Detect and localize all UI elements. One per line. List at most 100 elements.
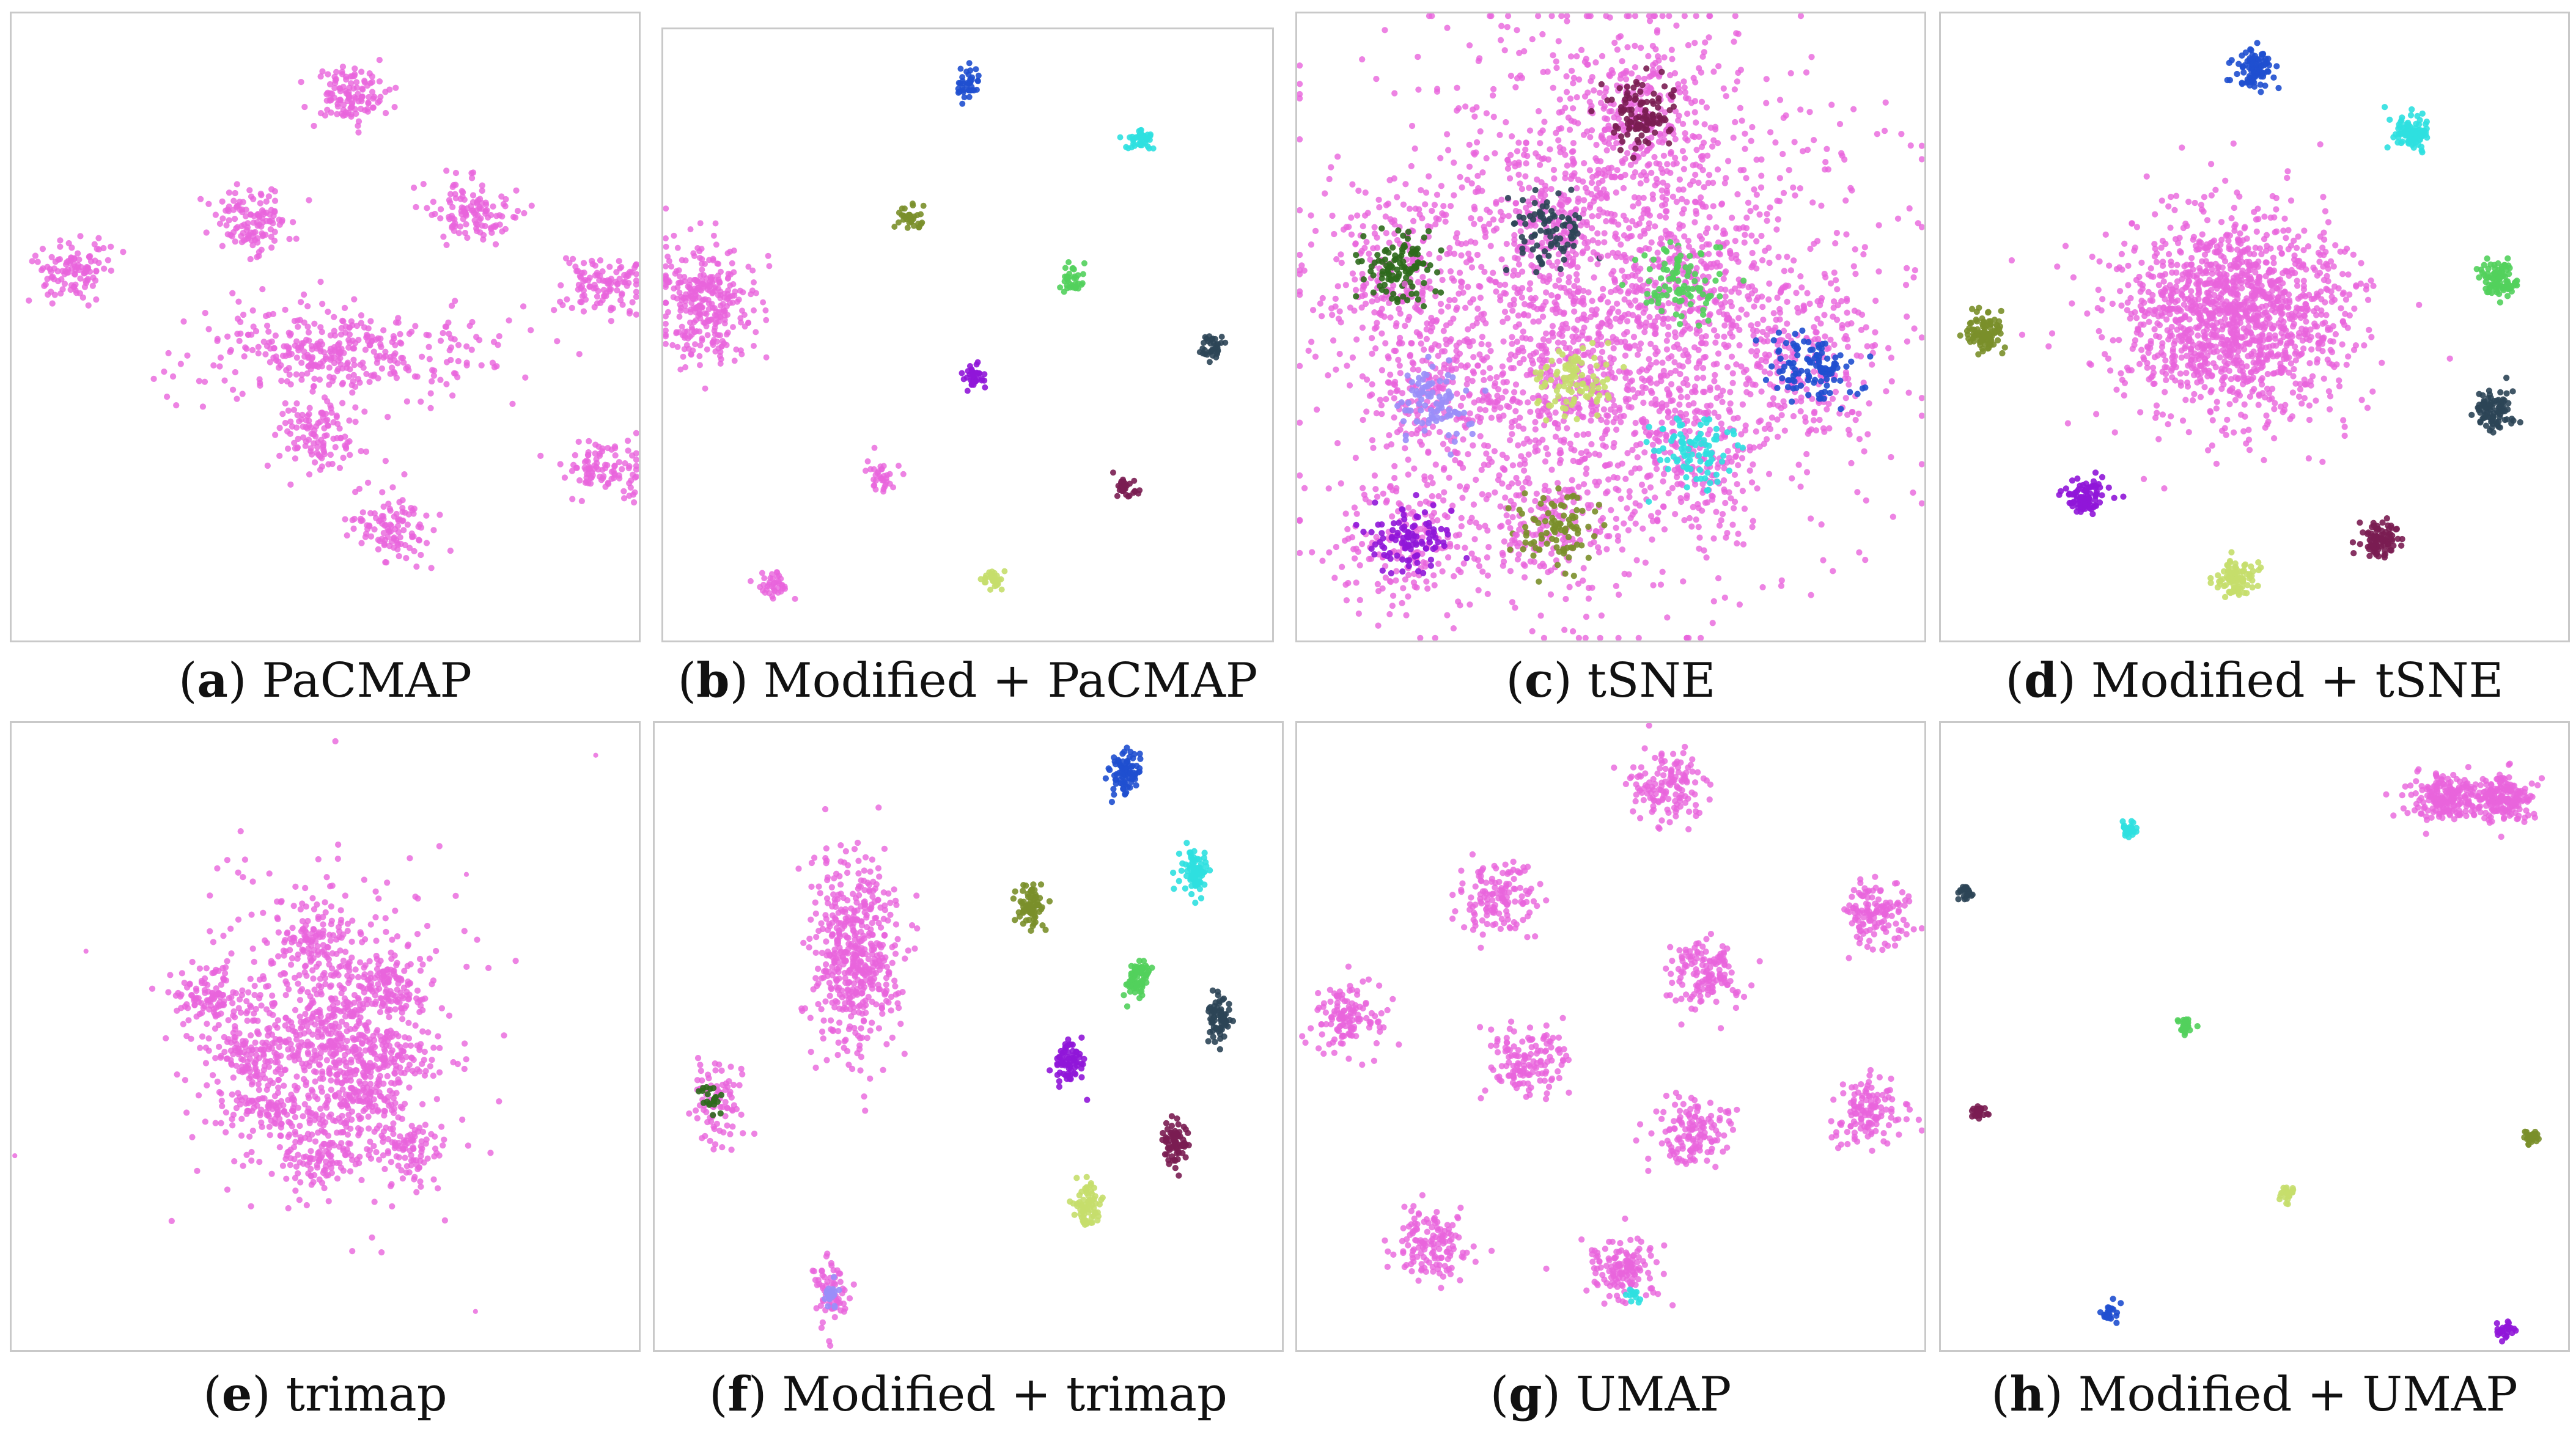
point [173,402,180,409]
point [1537,210,1544,217]
point [1811,376,1819,383]
point [1487,243,1494,249]
point [1468,264,1476,271]
point [367,342,374,349]
cluster-c-8-green [1619,238,1747,329]
point [32,252,39,259]
point [1656,285,1663,293]
point [306,337,312,344]
point [295,435,301,442]
point [1767,381,1773,388]
cluster-c-10-blue [1753,327,1874,413]
point [610,468,617,474]
point [1584,239,1591,246]
point [633,293,639,300]
point [1826,425,1833,432]
point [663,273,669,280]
point [1641,227,1647,234]
point [1803,386,1810,393]
point [1701,547,1707,554]
point [1297,62,1303,69]
point [1657,130,1663,138]
point [1583,56,1590,62]
point [1329,212,1336,219]
point [1905,389,1912,396]
point [700,296,707,303]
point [1520,425,1527,432]
point [309,388,316,395]
point [724,296,730,303]
point [1748,232,1755,239]
point [1647,340,1654,347]
point [386,86,393,93]
point [358,448,364,455]
point [1831,298,1838,305]
point [1078,281,1085,288]
point [1580,577,1586,584]
point [1523,160,1529,167]
point [1676,176,1683,183]
point [982,575,988,581]
point [473,199,480,206]
point [1540,274,1547,281]
point [429,211,435,218]
point [1394,237,1401,244]
point [1729,521,1736,528]
point [1451,251,1458,257]
point [1910,489,1916,496]
point [1619,160,1626,166]
point [391,369,397,375]
point [100,244,107,252]
point [1632,64,1639,71]
point [1419,288,1426,295]
point [258,246,265,253]
point [1451,277,1457,284]
point [50,273,56,281]
point [740,289,746,296]
point [704,317,711,323]
point [1528,238,1535,245]
point [1584,336,1591,342]
point [1825,166,1831,173]
point [1626,225,1633,232]
point [712,325,718,331]
point [1748,283,1756,290]
point [1689,133,1696,140]
point [285,344,292,351]
point [418,398,424,405]
point [1600,371,1607,378]
point [979,376,985,382]
point [349,389,356,396]
point [1720,276,1727,282]
point [1776,197,1783,205]
point [1723,175,1729,182]
point [1555,251,1562,258]
point [967,87,974,94]
point [1624,44,1631,51]
point [676,314,683,320]
point [957,65,964,72]
point [1603,147,1610,154]
point [895,463,902,469]
point [1522,146,1529,153]
point [1722,286,1729,293]
point [328,109,334,116]
point [1789,376,1796,383]
point [78,263,84,271]
point [1632,42,1638,50]
point [412,323,419,329]
point [482,199,489,206]
point [1652,223,1658,230]
point [1784,320,1790,327]
point [1517,228,1524,235]
point [1832,240,1839,247]
point [1483,155,1490,162]
point [1378,306,1385,312]
point [1510,272,1517,279]
point [1734,78,1740,85]
point [633,430,639,436]
point [1712,299,1719,306]
point [1852,417,1859,424]
point [619,466,625,472]
point [1511,220,1517,227]
